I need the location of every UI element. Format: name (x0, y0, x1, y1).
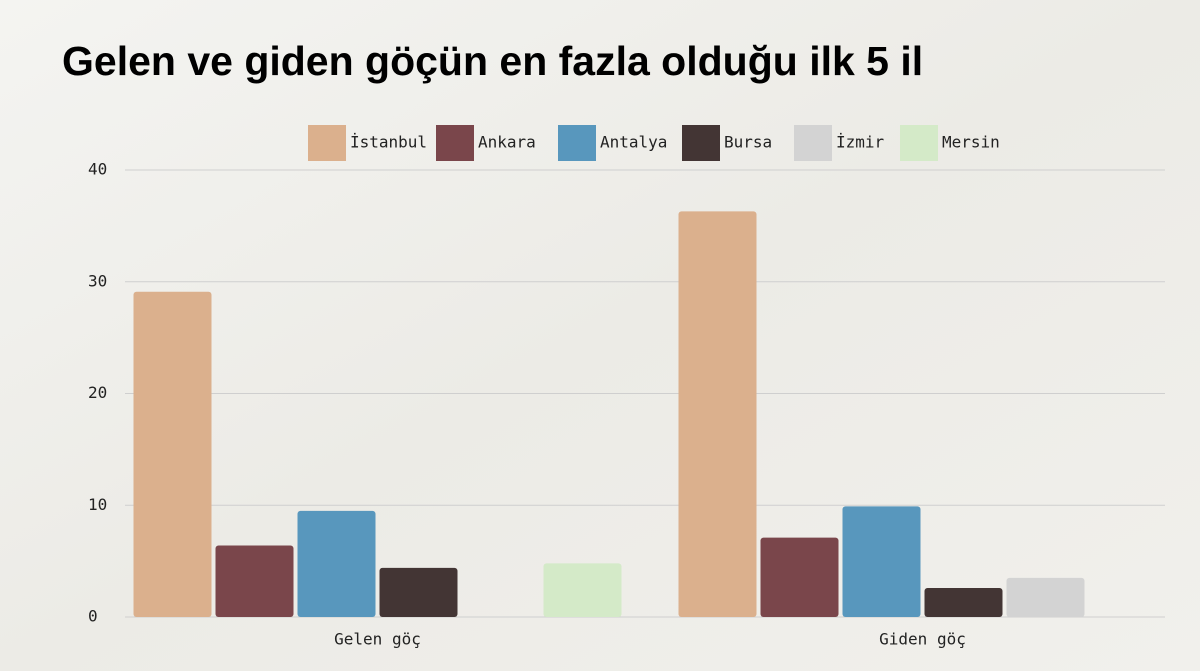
legend-swatch (558, 125, 596, 161)
legend-label: İzmir (836, 133, 885, 152)
bar (842, 506, 921, 617)
bar (133, 291, 212, 617)
legend-label: Antalya (600, 133, 667, 152)
bar (379, 567, 458, 617)
y-tick-label: 20 (88, 383, 107, 402)
y-tick-label: 0 (88, 607, 98, 626)
bar (543, 563, 622, 617)
bar (678, 211, 757, 617)
y-tick-label: 30 (88, 271, 107, 290)
bar (1006, 577, 1085, 617)
x-tick-label: Giden göç (879, 630, 966, 649)
x-tick-label: Gelen göç (334, 630, 421, 649)
legend-swatch (436, 125, 474, 161)
legend-swatch (900, 125, 938, 161)
bar (297, 510, 376, 617)
bar (215, 545, 294, 617)
legend-swatch (682, 125, 720, 161)
legend-swatch (794, 125, 832, 161)
y-tick-label: 10 (88, 495, 107, 514)
bar (924, 587, 1003, 617)
chart-title: Gelen ve giden göçün en fazla olduğu ilk… (62, 38, 923, 84)
legend-label: İstanbul (350, 133, 427, 152)
legend-label: Mersin (942, 133, 1000, 152)
y-tick-label: 40 (88, 160, 107, 179)
bar (760, 537, 839, 617)
legend-label: Bursa (724, 133, 772, 152)
legend-swatch (308, 125, 346, 161)
legend-label: Ankara (478, 133, 536, 152)
